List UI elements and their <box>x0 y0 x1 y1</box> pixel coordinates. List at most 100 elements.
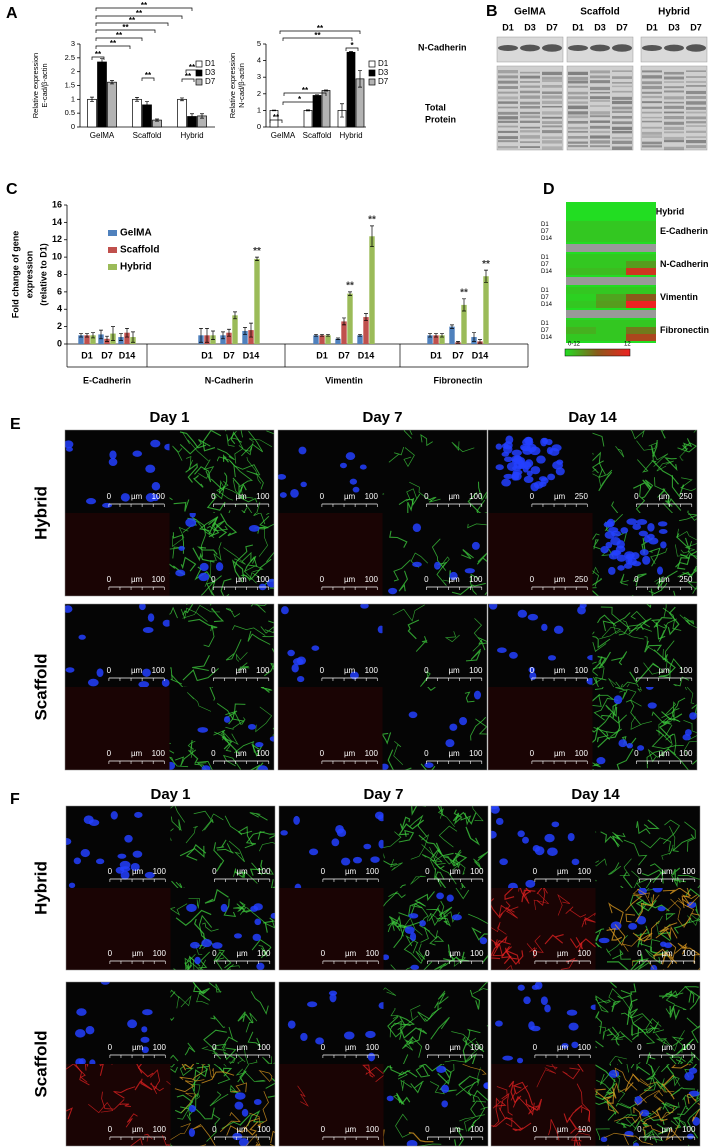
fiber <box>665 1124 682 1142</box>
fiber <box>640 837 671 852</box>
fiber <box>592 763 601 770</box>
error-bar <box>155 118 159 122</box>
protein-band <box>568 71 588 75</box>
scale-label: µm <box>448 666 460 675</box>
y-axis-label: E-cad/β-actin <box>40 63 49 107</box>
nucleus <box>142 1009 153 1016</box>
fiber <box>663 604 667 618</box>
fiber <box>595 858 607 867</box>
fiber <box>592 726 611 743</box>
fiber <box>681 894 698 905</box>
error-bar <box>440 333 444 338</box>
fiber <box>477 850 488 862</box>
nucleus <box>541 623 548 632</box>
nucleus <box>631 552 640 560</box>
y-tick-label: 12 <box>52 234 62 244</box>
nucleus <box>142 668 151 677</box>
fiber <box>246 1133 261 1146</box>
fiber <box>245 1012 258 1033</box>
fiber <box>404 1039 414 1051</box>
protein-band <box>612 130 632 134</box>
fiber <box>504 888 515 900</box>
nucleus <box>279 492 287 498</box>
column-header: Day 14 <box>568 409 617 426</box>
micrograph-channel: 0 µm 100 <box>383 1064 488 1146</box>
nucleus <box>234 1101 244 1110</box>
fiber <box>465 648 482 662</box>
significance-mark: ** <box>136 9 143 18</box>
protein-band <box>612 115 632 119</box>
nucleus <box>660 941 667 947</box>
protein-band <box>590 70 610 74</box>
fiber <box>434 956 458 970</box>
significance-bracket <box>141 77 155 81</box>
protein-band <box>590 120 610 123</box>
nucleus <box>100 982 110 985</box>
significance-mark: * <box>350 41 354 50</box>
fiber <box>607 1087 617 1104</box>
fiber <box>615 681 639 687</box>
scale-label: 100 <box>256 666 270 675</box>
scale-label: 0 <box>533 949 538 958</box>
nucleus <box>508 882 518 888</box>
fiber <box>688 990 700 1003</box>
error-bar <box>342 317 346 326</box>
fiber <box>254 526 268 557</box>
blot-band <box>612 44 632 52</box>
fiber <box>677 1038 694 1054</box>
micrograph-frame <box>65 981 276 1147</box>
significance-mark: ** <box>302 86 309 95</box>
fiber <box>408 1028 422 1045</box>
nucleus <box>479 937 488 945</box>
fiber <box>595 929 602 949</box>
micrograph-channel: 0 µm 100 <box>491 888 596 970</box>
nucleus <box>608 1069 620 1078</box>
scale-label: 100 <box>575 749 589 758</box>
heatmap-row-label: D7 <box>541 262 549 268</box>
micrograph-frame <box>278 805 489 971</box>
nucleus <box>311 645 320 651</box>
nucleus <box>483 1082 488 1090</box>
nucleus <box>436 892 444 900</box>
fiber <box>467 1081 486 1110</box>
fiber <box>210 472 228 491</box>
heatmap-row-label: D14 <box>541 269 553 275</box>
nucleus <box>80 849 90 858</box>
scale-label: µm <box>557 949 569 958</box>
fiber <box>687 540 697 560</box>
scale-label: 0 <box>637 1125 642 1134</box>
significance-mark: ** <box>145 71 152 80</box>
fiber <box>593 539 602 550</box>
micrograph-channel: 0 µm 100 <box>279 888 384 970</box>
fiber <box>149 1069 161 1090</box>
micrograph-channel: 0 µm 100 <box>66 982 171 1064</box>
y-tick-label: 2 <box>71 67 75 76</box>
protein-band <box>664 111 684 114</box>
fiber <box>661 1105 675 1120</box>
scale-label: 0 <box>211 749 216 758</box>
nucleus <box>256 962 265 970</box>
nucleus <box>529 446 541 456</box>
fiber <box>592 452 594 456</box>
nucleus <box>141 1046 149 1054</box>
fiber <box>661 711 683 721</box>
nucleus <box>151 493 159 502</box>
scale-label: 0 <box>321 867 326 876</box>
protein-band <box>568 85 588 88</box>
fiber <box>653 1089 665 1104</box>
fiber <box>581 912 596 928</box>
scale-label: 0 <box>108 1125 113 1134</box>
scale-label: 100 <box>470 949 484 958</box>
heatmap-cell <box>626 334 656 341</box>
heatmap-row-label: D1 <box>541 222 549 228</box>
y-axis-label: (relative to D1) <box>38 243 48 306</box>
fiber <box>453 858 466 875</box>
bar <box>346 51 356 128</box>
fiber <box>125 1113 138 1128</box>
fiber <box>84 1064 89 1071</box>
micrograph-channel: 0 µm 100 <box>382 430 487 513</box>
error-bar <box>306 109 310 112</box>
protein-band <box>642 85 662 90</box>
fiber <box>472 806 484 822</box>
error-bar <box>180 97 184 102</box>
